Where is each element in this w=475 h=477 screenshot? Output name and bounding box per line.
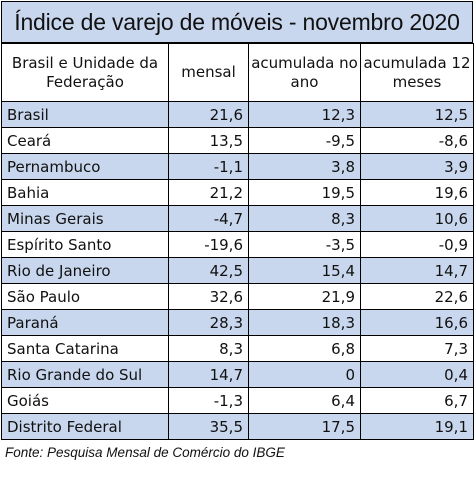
twelve-month-value-cell: -0,9 [360, 231, 474, 258]
region-name-cell: Bahia [1, 179, 169, 206]
table-row: Paraná 28,3 18,3 16,6 [1, 309, 474, 336]
region-name-cell: Distrito Federal [1, 413, 169, 440]
table-row: Espírito Santo -19,6 -3,5 -0,9 [1, 231, 474, 258]
region-name-cell: Minas Gerais [1, 205, 169, 232]
ytd-value-cell: -9,5 [248, 127, 361, 154]
monthly-value-cell: -19,6 [168, 231, 249, 258]
table-row: São Paulo 32,6 21,9 22,6 [1, 283, 474, 310]
table-title: Índice de varejo de móveis - novembro 20… [1, 1, 473, 43]
ytd-value-cell: 15,4 [248, 257, 361, 284]
ytd-value-cell: 12,3 [248, 101, 361, 128]
monthly-value-cell: 35,5 [168, 413, 249, 440]
monthly-value-cell: 21,2 [168, 179, 249, 206]
twelve-month-value-cell: 12,5 [360, 101, 474, 128]
ytd-value-cell: 18,3 [248, 309, 361, 336]
table-row: Ceará 13,5 -9,5 -8,6 [1, 127, 474, 154]
monthly-value-cell: 21,6 [168, 101, 249, 128]
ytd-value-cell: 3,8 [248, 153, 361, 180]
twelve-month-value-cell: 19,1 [360, 413, 474, 440]
region-name-cell: São Paulo [1, 283, 169, 310]
table-row: Santa Catarina 8,3 6,8 7,3 [1, 335, 474, 362]
monthly-value-cell: 28,3 [168, 309, 249, 336]
ytd-value-cell: 21,9 [248, 283, 361, 310]
table-row: Pernambuco -1,1 3,8 3,9 [1, 153, 474, 180]
region-name-cell: Santa Catarina [1, 335, 169, 362]
monthly-value-cell: -4,7 [168, 205, 249, 232]
region-name-cell: Rio de Janeiro [1, 257, 169, 284]
header-twelve-months: acumulada 12 meses [360, 43, 474, 102]
ytd-value-cell: 6,8 [248, 335, 361, 362]
region-name-cell: Rio Grande do Sul [1, 361, 169, 388]
ytd-value-cell: 17,5 [248, 413, 361, 440]
ytd-value-cell: -3,5 [248, 231, 361, 258]
table-row: Minas Gerais -4,7 8,3 10,6 [1, 205, 474, 232]
monthly-value-cell: -1,3 [168, 387, 249, 414]
region-name-cell: Ceará [1, 127, 169, 154]
twelve-month-value-cell: 6,7 [360, 387, 474, 414]
region-name-cell: Brasil [1, 101, 169, 128]
monthly-value-cell: 8,3 [168, 335, 249, 362]
twelve-month-value-cell: 14,7 [360, 257, 474, 284]
ytd-value-cell: 8,3 [248, 205, 361, 232]
ytd-value-cell: 0 [248, 361, 361, 388]
monthly-value-cell: -1,1 [168, 153, 249, 180]
twelve-month-value-cell: 3,9 [360, 153, 474, 180]
furniture-retail-index-table-container: Índice de varejo de móveis - novembro 20… [1, 1, 474, 464]
table-row: Brasil 21,6 12,3 12,5 [1, 101, 474, 128]
region-name-cell: Goiás [1, 387, 169, 414]
twelve-month-value-cell: 10,6 [360, 205, 474, 232]
twelve-month-value-cell: -8,6 [360, 127, 474, 154]
header-region: Brasil e Unidade da Federação [1, 43, 169, 102]
table-row: Bahia 21,2 19,5 19,6 [1, 179, 474, 206]
ytd-value-cell: 6,4 [248, 387, 361, 414]
monthly-value-cell: 14,7 [168, 361, 249, 388]
twelve-month-value-cell: 22,6 [360, 283, 474, 310]
source-note: Fonte: Pesquisa Mensal de Comércio do IB… [5, 444, 285, 460]
table-header-row: Brasil e Unidade da Federação mensal acu… [1, 43, 474, 102]
monthly-value-cell: 13,5 [168, 127, 249, 154]
monthly-value-cell: 32,6 [168, 283, 249, 310]
table-row: Rio de Janeiro 42,5 15,4 14,7 [1, 257, 474, 284]
table-row: Distrito Federal 35,5 17,5 19,1 [1, 413, 474, 440]
header-ytd: acumulada no ano [248, 43, 361, 102]
twelve-month-value-cell: 16,6 [360, 309, 474, 336]
table-row: Rio Grande do Sul 14,7 0 0,4 [1, 361, 474, 388]
region-name-cell: Espírito Santo [1, 231, 169, 258]
ytd-value-cell: 19,5 [248, 179, 361, 206]
retail-index-table: Brasil e Unidade da Federação mensal acu… [1, 43, 474, 440]
twelve-month-value-cell: 0,4 [360, 361, 474, 388]
region-name-cell: Pernambuco [1, 153, 169, 180]
header-monthly: mensal [168, 43, 249, 102]
twelve-month-value-cell: 7,3 [360, 335, 474, 362]
monthly-value-cell: 42,5 [168, 257, 249, 284]
region-name-cell: Paraná [1, 309, 169, 336]
table-body: Brasil 21,6 12,3 12,5 Ceará 13,5 -9,5 -8,6 Perna… [1, 101, 474, 440]
twelve-month-value-cell: 19,6 [360, 179, 474, 206]
table-row: Goiás -1,3 6,4 6,7 [1, 387, 474, 414]
